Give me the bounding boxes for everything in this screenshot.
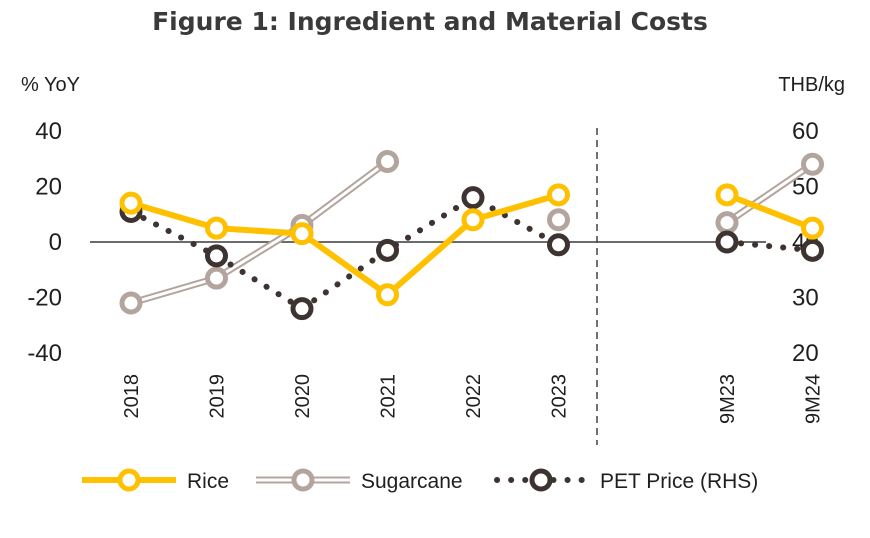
rice-point	[547, 183, 570, 207]
right-tick-label: 30	[792, 285, 819, 312]
sugarcane-point	[119, 291, 143, 315]
left-tick-label: -40	[27, 340, 62, 367]
sugarcane-point	[376, 150, 399, 174]
legend-sugarcane-label: Sugarcane	[361, 470, 463, 493]
legend: Rice Sugarcane PET Price (RHS)	[82, 468, 758, 493]
chart-title: Figure 1: Ingredient and Material Costs	[152, 7, 708, 36]
x-tick-label: 2021	[378, 374, 400, 419]
x-tick-label: 2023	[549, 374, 571, 419]
pet-point	[801, 238, 824, 262]
right-axis-unit: THB/kg	[778, 74, 845, 96]
pet-point	[205, 244, 228, 268]
rice-line	[725, 192, 814, 231]
pet-point	[547, 233, 570, 257]
pet-point	[715, 230, 739, 254]
legend-rice-label: Rice	[187, 470, 229, 493]
pet-line	[724, 239, 816, 254]
sugarcane-point	[547, 208, 570, 232]
pet-point	[461, 186, 485, 210]
x-tick-label: 2019	[207, 374, 229, 419]
rice-point	[290, 222, 314, 246]
rice-point	[461, 208, 485, 232]
x-tick-label: 9M24	[803, 374, 825, 424]
rice-point	[801, 216, 824, 240]
plot-area	[90, 128, 824, 445]
rice-point	[205, 216, 228, 240]
pet-point	[290, 297, 314, 321]
x-axis: 2018 2019 2020 2021 2022 2023 9M23 9M24	[121, 374, 825, 424]
right-tick-label: 60	[792, 118, 819, 145]
sugarcane-line-inner	[726, 163, 814, 224]
sugarcane-point	[801, 152, 824, 176]
rice-point	[119, 191, 143, 215]
legend-pet-label: PET Price (RHS)	[600, 470, 758, 493]
left-tick-label: 20	[35, 174, 62, 201]
legend-sugarcane-marker	[291, 468, 315, 492]
x-tick-label: 2022	[463, 374, 485, 419]
sugarcane-point	[205, 266, 228, 290]
left-tick-label: 40	[35, 118, 62, 145]
legend-pet-marker	[529, 468, 553, 492]
left-axis-unit: % YoY	[21, 74, 80, 96]
sugarcane-line-inner	[130, 160, 389, 305]
x-tick-label: 2018	[121, 374, 143, 419]
left-tick-label: 0	[49, 229, 62, 256]
pet-point	[376, 238, 399, 262]
right-tick-label: 20	[792, 340, 819, 367]
sugarcane-point	[715, 211, 739, 235]
rice-point	[715, 183, 739, 207]
x-tick-label: 9M23	[717, 374, 739, 424]
left-tick-label: -20	[27, 285, 62, 312]
left-axis: 40 20 0 -20 -40	[27, 118, 62, 367]
right-axis: 6050403020	[792, 118, 819, 367]
legend-rice-marker	[117, 468, 141, 492]
rice-point	[376, 283, 399, 307]
x-tick-label: 2020	[292, 374, 314, 419]
rice-line	[130, 191, 560, 298]
